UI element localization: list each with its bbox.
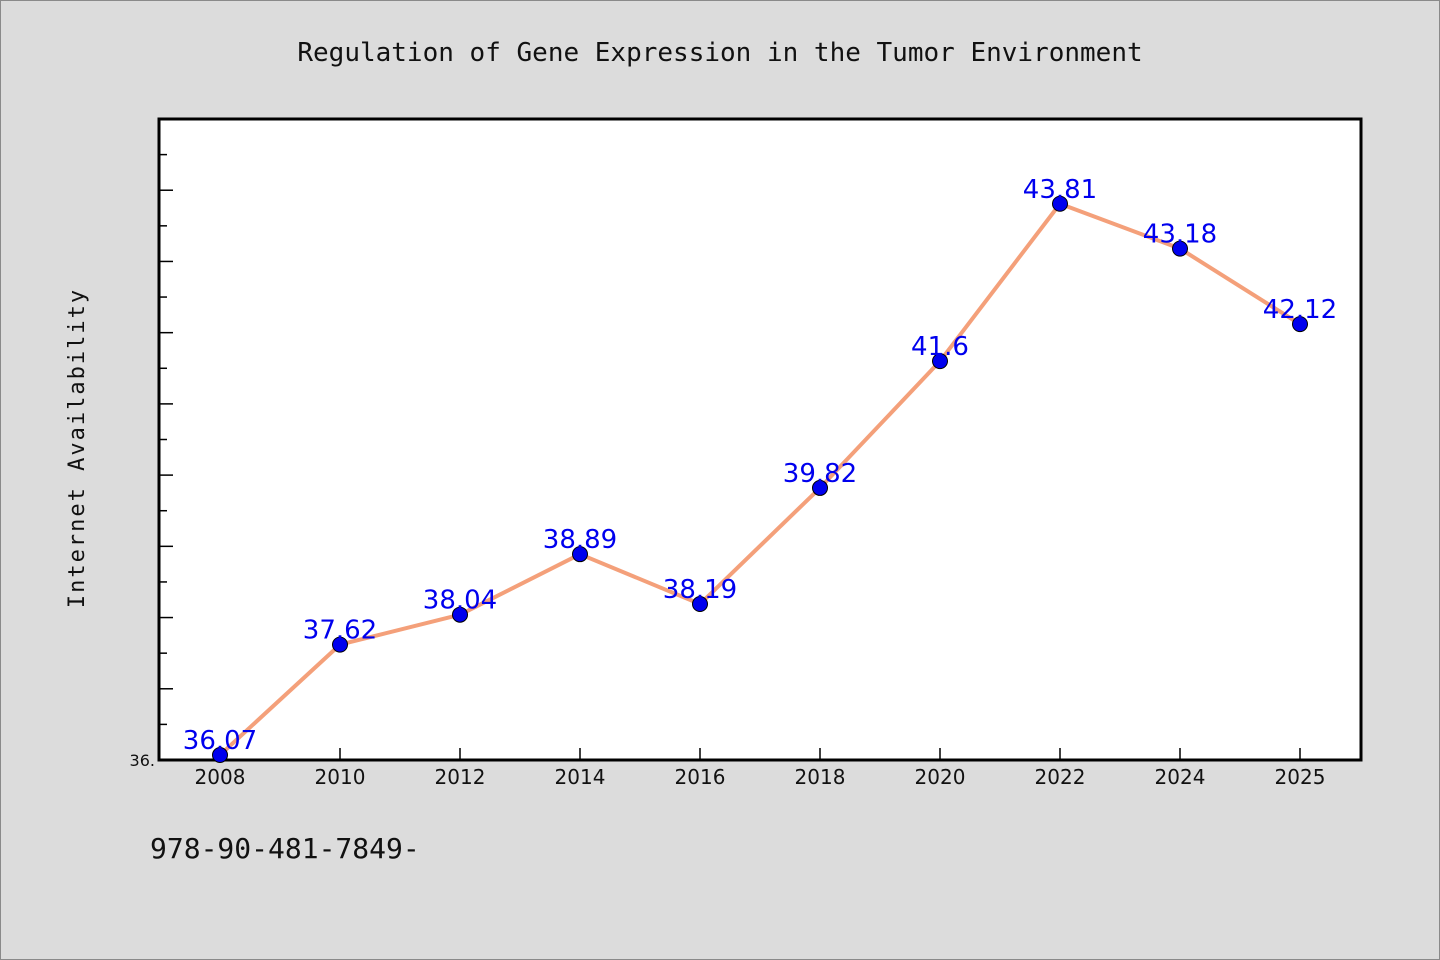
data-point-marker	[572, 546, 588, 563]
x-tick-label: 2014	[555, 765, 606, 789]
data-point-marker	[812, 479, 828, 496]
data-label: 43.81	[1023, 175, 1097, 205]
x-tick-label: 2012	[435, 765, 486, 789]
data-label: 38.04	[423, 586, 497, 616]
series-line-group	[212, 195, 1308, 764]
x-tick-label: 2025	[1275, 765, 1326, 789]
data-point-marker	[332, 636, 348, 653]
y-axis-ticks: 36.	[130, 118, 173, 770]
data-point-marker	[212, 747, 228, 764]
data-label: 36.07	[183, 726, 257, 756]
y-tick-label: 36.	[130, 751, 155, 770]
x-tick-label: 2008	[195, 765, 246, 789]
series-line	[218, 201, 1302, 758]
data-point-marker	[1292, 316, 1308, 333]
data-label: 37.62	[303, 616, 377, 646]
data-label: 39.82	[783, 459, 857, 489]
footer-code: 978-90-481-7849-	[150, 832, 420, 865]
data-label: 41.6	[911, 332, 969, 362]
data-point-marker	[452, 606, 468, 623]
x-tick-label: 2024	[1155, 765, 1206, 789]
chart-title: Regulation of Gene Expression in the Tum…	[297, 38, 1142, 68]
x-tick-label: 2016	[675, 765, 726, 789]
x-tick-label: 2010	[315, 765, 366, 789]
x-tick-label: 2022	[1035, 765, 1086, 789]
plot-area	[157, 117, 1363, 762]
data-labels-group: 36.07 37.62 38.04 38.89 38.19 39.82 41.6 43.81 4…	[183, 175, 1337, 756]
data-label: 38.89	[543, 525, 617, 555]
data-label: 42.12	[1263, 295, 1337, 325]
data-label: 38.19	[663, 575, 737, 605]
x-tick-label: 2020	[915, 765, 966, 789]
x-axis-ticks: 2008 2010 2012 2014 2016 2018 2020 2022 2024 2025	[195, 748, 1326, 789]
data-point-marker	[1172, 240, 1188, 257]
data-point-marker	[932, 353, 948, 370]
data-label: 43.18	[1143, 220, 1217, 250]
y-axis-label: Internet Availability	[65, 288, 90, 608]
data-point-marker	[692, 596, 708, 613]
data-point-marker	[1052, 195, 1068, 212]
x-tick-label: 2018	[795, 765, 846, 789]
